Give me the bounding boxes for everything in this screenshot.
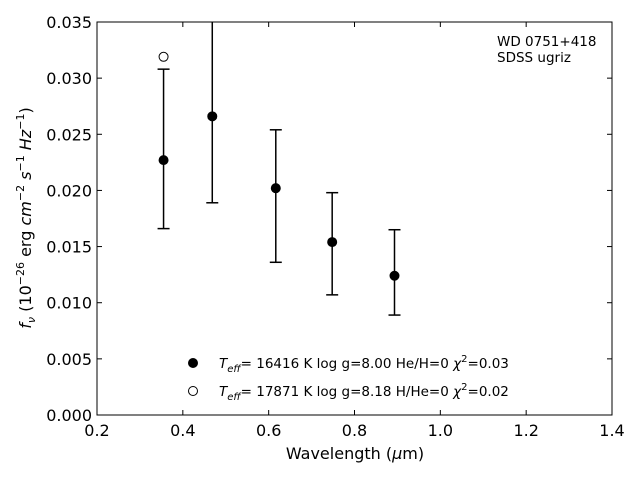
legend-2-chi-sup: 2 xyxy=(461,382,467,393)
y-axis-label: fν (10−26 erg cm−2 s−1 Hz−1) xyxy=(14,107,38,328)
point-filled xyxy=(270,183,281,194)
legend-2-teff-sub: eff xyxy=(227,392,242,403)
legend-1-teff-sub: eff xyxy=(227,364,242,375)
y-tick-label: 0.025 xyxy=(46,125,92,144)
x-tick-label: 0.8 xyxy=(342,421,367,440)
legend-1-logg-value: 8.00 xyxy=(361,356,391,372)
legend-2-logg-label: log g= xyxy=(317,384,362,400)
point-filled xyxy=(389,270,400,281)
legend: Teff= 16416 K log g=8.00 He/H=0 χ2=0.03 … xyxy=(188,354,509,403)
legend-2-eq2: = xyxy=(468,384,479,400)
legend-entry-1: Teff= 16416 K log g=8.00 He/H=0 χ2=0.03 xyxy=(219,354,509,375)
y-tick-label: 0.020 xyxy=(46,181,92,200)
annotation-survey: SDSS ugriz xyxy=(497,50,571,66)
x-tick-label: 1.0 xyxy=(428,421,453,440)
y-label-hz: Hz xyxy=(16,129,35,155)
legend-1-chi-value: 0.03 xyxy=(479,356,509,372)
legend-marker-filled xyxy=(188,358,198,368)
y-axis-ticks: 0.000 0.005 0.010 0.015 0.020 0.025 0.030 0.035 xyxy=(46,13,612,425)
legend-2-logg-value: 8.18 xyxy=(361,384,391,400)
x-tick-label: 1.2 xyxy=(513,421,538,440)
y-tick-label: 0.015 xyxy=(46,238,92,257)
legend-1-comp: He/H=0 xyxy=(396,356,449,372)
x-axis-label-unit: m) xyxy=(402,444,424,463)
x-axis-label-main: Wavelength ( xyxy=(286,444,392,463)
x-tick-label: 0.4 xyxy=(170,421,195,440)
legend-2-unit: K xyxy=(303,384,313,400)
y-label-nu: ν xyxy=(25,317,38,323)
y-label-exp3: −1 xyxy=(14,155,27,171)
point-open xyxy=(158,51,169,62)
y-label-exp1: −26 xyxy=(14,262,27,285)
y-tick-label: 0.035 xyxy=(46,13,92,32)
legend-2-eq: = xyxy=(241,384,257,400)
legend-1-teff-label: T xyxy=(219,356,229,372)
y-tick-label: 0.010 xyxy=(46,294,92,313)
legend-2-teff-label: T xyxy=(219,384,229,400)
x-tick-label: 0.2 xyxy=(84,421,109,440)
y-label-cm: cm xyxy=(16,201,35,225)
y-label-f: f xyxy=(16,321,35,329)
y-label-close: ) xyxy=(16,107,35,113)
legend-2-chi: χ xyxy=(452,384,462,400)
annotation-object: WD 0751+418 xyxy=(497,34,596,50)
y-label-exp2: −2 xyxy=(14,185,27,201)
legend-2-chi-value: 0.02 xyxy=(479,384,509,400)
legend-1-chi-sup: 2 xyxy=(461,354,467,365)
y-tick-label: 0.000 xyxy=(46,406,92,425)
y-label-s: s xyxy=(16,172,35,185)
point-filled xyxy=(158,155,169,166)
y-tick-label: 0.030 xyxy=(46,69,92,88)
y-label-erg: erg xyxy=(16,226,35,262)
point-filled xyxy=(207,111,218,122)
legend-1-unit: K xyxy=(303,356,313,372)
y-label-open: (10 xyxy=(16,285,35,317)
legend-1-teff-value: 16416 xyxy=(256,356,299,372)
x-axis-label-mu: μ xyxy=(391,444,402,463)
legend-1-logg-label: log g= xyxy=(317,356,362,372)
legend-1-chi: χ xyxy=(452,356,462,372)
legend-entry-2: Teff= 17871 K log g=8.18 H/He=0 χ2=0.02 xyxy=(219,382,509,403)
x-tick-label: 1.4 xyxy=(599,421,624,440)
legend-1-eq2: = xyxy=(468,356,479,372)
data-points xyxy=(158,51,400,281)
error-bar xyxy=(269,129,282,264)
x-axis-label: Wavelength (μm) xyxy=(286,444,424,463)
legend-2-comp: H/He=0 xyxy=(396,384,449,400)
y-tick-label: 0.005 xyxy=(46,350,92,369)
legend-1-eq: = xyxy=(241,356,257,372)
point-filled xyxy=(327,237,338,248)
legend-marker-open xyxy=(188,386,198,396)
plot-frame xyxy=(96,21,613,416)
x-tick-label: 0.6 xyxy=(256,421,281,440)
error-bar xyxy=(157,68,170,230)
y-label-exp4: −1 xyxy=(14,114,27,130)
legend-2-teff-value: 17871 xyxy=(256,384,299,400)
